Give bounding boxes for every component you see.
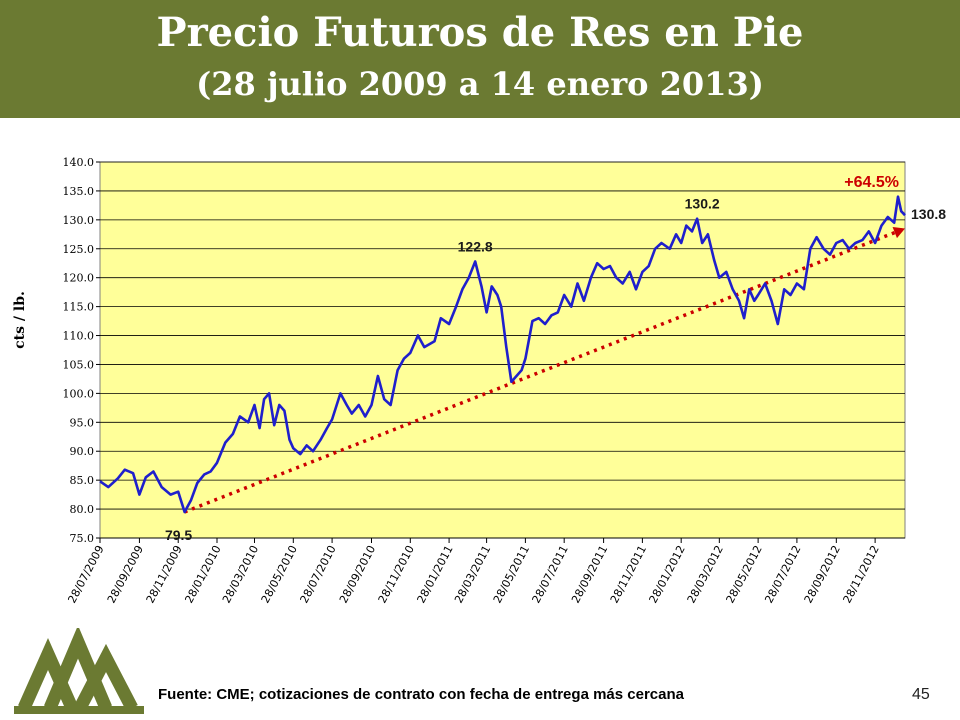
x-tick-label: 28/01/2010 — [182, 543, 223, 605]
y-tick-label: 90.0 — [70, 445, 95, 458]
x-tick-label: 28/07/2012 — [762, 543, 803, 605]
data-label: 130.8 — [911, 206, 946, 222]
x-tick-label: 28/05/2011 — [491, 543, 532, 605]
plot-area — [99, 161, 906, 539]
y-tick-label: 130.0 — [63, 214, 95, 227]
y-tick-label: 120.0 — [63, 272, 95, 285]
y-axis-label: cts / lb. — [12, 291, 28, 349]
x-tick-label: 28/03/2012 — [685, 543, 726, 605]
y-tick-label: 110.0 — [63, 330, 95, 343]
source-note: Fuente: CME; cotizaciones de contrato co… — [158, 686, 684, 703]
y-tick-label: 85.0 — [70, 474, 95, 487]
y-tick-label: 95.0 — [70, 416, 95, 429]
x-tick-label: 28/07/2011 — [530, 543, 571, 605]
page-number: 45 — [912, 686, 930, 703]
trend-arrowhead — [892, 226, 905, 239]
x-tick-label: 28/07/2009 — [65, 543, 106, 605]
x-tick-label: 28/09/2011 — [569, 543, 610, 605]
x-tick-label: 28/01/2011 — [414, 543, 455, 605]
x-tick-label: 28/03/2011 — [452, 543, 493, 605]
trend-percent-label: +64.5% — [844, 174, 899, 191]
x-tick-label: 28/05/2012 — [724, 543, 765, 605]
x-tick-label: 28/09/2012 — [802, 543, 843, 605]
x-tick-label: 28/11/2009 — [144, 543, 185, 605]
slide-subtitle: (28 julio 2009 a 14 enero 2013) — [196, 65, 764, 103]
x-tick-label: 28/05/2010 — [259, 543, 300, 605]
x-tick-label: 28/09/2009 — [105, 543, 146, 605]
title-band — [0, 0, 960, 118]
y-tick-label: 80.0 — [70, 503, 95, 516]
y-tick-label: 115.0 — [63, 301, 95, 314]
x-tick-label: 28/01/2012 — [647, 543, 688, 605]
data-label: 122.8 — [458, 238, 493, 254]
trend-line — [183, 226, 906, 514]
y-tick-label: 100.0 — [63, 387, 95, 400]
slide-title: Precio Futuros de Res en Pie — [156, 9, 804, 56]
x-tick-label: 28/11/2011 — [608, 543, 649, 605]
y-tick-label: 105.0 — [63, 358, 95, 371]
x-tick-label: 28/03/2010 — [220, 543, 261, 605]
data-label: 130.2 — [685, 196, 720, 212]
data-label: 79.5 — [165, 527, 192, 543]
price-chart: 75.0 80.0 85.0 90.0 95.0 100.0 105.0 110.0 115.0… — [12, 156, 946, 605]
y-tick-label: 135.0 — [63, 185, 95, 198]
y-tick-label: 75.0 — [70, 532, 95, 545]
y-tick-label: 125.0 — [63, 243, 95, 256]
x-tick-label: 28/11/2012 — [841, 543, 882, 605]
y-tick-label: 140.0 — [63, 156, 95, 169]
x-tick-label: 28/09/2010 — [337, 543, 378, 605]
price-line — [99, 195, 906, 514]
x-tick-label: 28/07/2010 — [297, 543, 338, 605]
mountain-peaks-logo-icon — [14, 628, 144, 714]
x-tick-label: 28/11/2010 — [376, 543, 417, 605]
